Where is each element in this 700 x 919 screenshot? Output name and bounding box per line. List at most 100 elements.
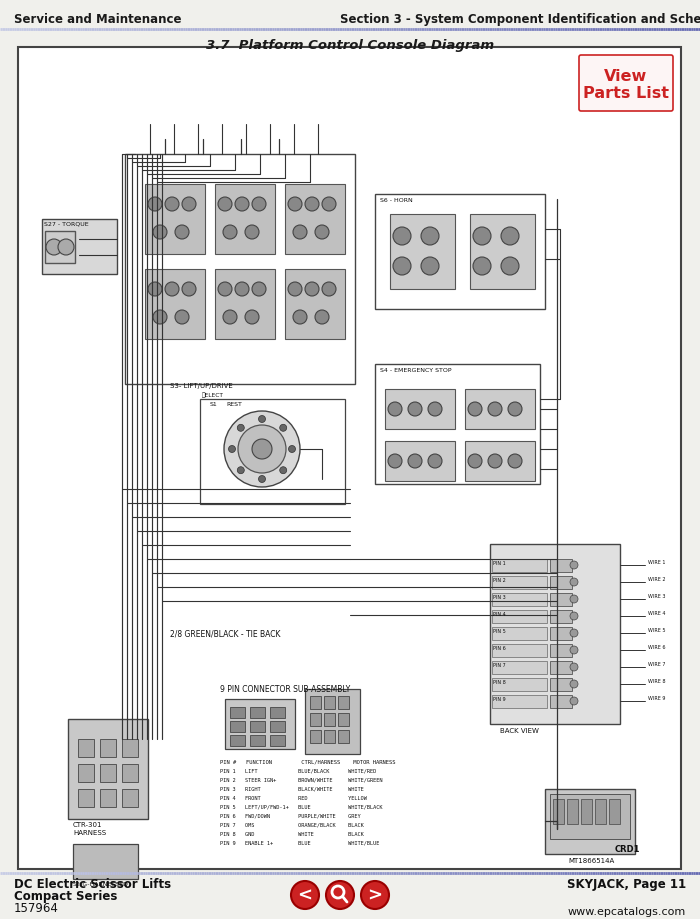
Bar — [492, 696, 547, 709]
Text: 9 PIN CONNECTOR SUB-ASSEMBLY: 9 PIN CONNECTOR SUB-ASSEMBLY — [220, 685, 350, 693]
Bar — [78, 739, 94, 757]
Circle shape — [288, 446, 295, 453]
Bar — [550, 644, 572, 657]
Bar — [68, 720, 148, 819]
Circle shape — [175, 311, 189, 324]
Bar — [338, 731, 349, 743]
Bar — [385, 390, 455, 429]
Circle shape — [508, 455, 522, 469]
Circle shape — [428, 403, 442, 416]
Bar — [492, 594, 547, 607]
Circle shape — [473, 257, 491, 276]
Bar — [145, 185, 205, 255]
Bar — [100, 789, 116, 807]
Text: ⓇELECT: ⓇELECT — [202, 391, 224, 397]
Bar — [375, 365, 540, 484]
Text: Section 3 - System Component Identification and Schematics: Section 3 - System Component Identificat… — [340, 13, 700, 26]
Text: >: > — [368, 886, 382, 904]
Bar — [324, 731, 335, 743]
Text: WIRE 6: WIRE 6 — [648, 644, 666, 650]
Circle shape — [393, 257, 411, 276]
Text: WIRE 1: WIRE 1 — [648, 560, 666, 564]
Text: REST: REST — [226, 402, 242, 406]
Bar — [490, 544, 620, 724]
Circle shape — [508, 403, 522, 416]
Bar — [581, 800, 592, 824]
Text: View
Parts List: View Parts List — [583, 69, 669, 101]
Bar — [18, 48, 681, 869]
Circle shape — [473, 228, 491, 245]
Circle shape — [488, 403, 502, 416]
Circle shape — [224, 412, 300, 487]
Text: WIRE 7: WIRE 7 — [648, 662, 666, 666]
Circle shape — [252, 283, 266, 297]
Bar — [550, 696, 572, 709]
Circle shape — [280, 467, 287, 474]
Circle shape — [322, 283, 336, 297]
Bar — [145, 269, 205, 340]
Bar — [78, 765, 94, 782]
Circle shape — [570, 630, 578, 637]
Circle shape — [570, 664, 578, 671]
Bar — [324, 697, 335, 709]
Bar — [100, 739, 116, 757]
Text: PIN 3   RIGHT            BLACK/WHITE     WHITE: PIN 3 RIGHT BLACK/WHITE WHITE — [220, 786, 364, 791]
Circle shape — [58, 240, 74, 255]
Text: WIRE 3: WIRE 3 — [648, 594, 666, 598]
Text: www.epcatalogs.com: www.epcatalogs.com — [568, 906, 686, 916]
Text: S6 - HORN: S6 - HORN — [380, 198, 413, 203]
Circle shape — [218, 283, 232, 297]
Circle shape — [570, 562, 578, 570]
Bar — [550, 610, 572, 623]
Circle shape — [488, 455, 502, 469]
Text: PIN 2: PIN 2 — [493, 577, 505, 583]
Bar — [375, 195, 545, 310]
Bar — [465, 390, 535, 429]
Text: CRD1: CRD1 — [615, 844, 640, 853]
Bar — [285, 185, 345, 255]
Circle shape — [501, 228, 519, 245]
Text: PIN 3: PIN 3 — [493, 595, 505, 599]
Circle shape — [408, 403, 422, 416]
Bar — [492, 678, 547, 691]
Circle shape — [237, 467, 244, 474]
Bar — [470, 215, 535, 289]
Bar — [305, 689, 360, 754]
Bar — [465, 441, 535, 482]
Text: CTR-301: CTR-301 — [73, 821, 102, 827]
Text: PIN 6   FWD/DOWN         PURPLE/WHITE    GREY: PIN 6 FWD/DOWN PURPLE/WHITE GREY — [220, 813, 360, 818]
Circle shape — [293, 226, 307, 240]
Bar — [78, 789, 94, 807]
Circle shape — [46, 240, 62, 255]
Circle shape — [570, 680, 578, 688]
Bar — [230, 735, 245, 746]
Circle shape — [393, 228, 411, 245]
Bar — [250, 735, 265, 746]
Bar — [225, 699, 295, 749]
Circle shape — [148, 283, 162, 297]
Text: PIN 7   OMS              ORANGE/BLACK    BLACK: PIN 7 OMS ORANGE/BLACK BLACK — [220, 823, 364, 827]
Text: PIN 1   LIFT             BLUE/BLACK      WHITE/RED: PIN 1 LIFT BLUE/BLACK WHITE/RED — [220, 768, 377, 773]
Bar — [230, 708, 245, 719]
Circle shape — [252, 198, 266, 211]
Text: PIN 4: PIN 4 — [493, 611, 505, 617]
Circle shape — [153, 311, 167, 324]
Text: 157964: 157964 — [14, 901, 59, 914]
Bar — [385, 441, 455, 482]
Text: Compact Series: Compact Series — [14, 889, 118, 902]
Circle shape — [235, 198, 249, 211]
Text: WIRE 4: WIRE 4 — [648, 610, 666, 616]
Text: PIN 9   ENABLE 1+        BLUE            WHITE/BLUE: PIN 9 ENABLE 1+ BLUE WHITE/BLUE — [220, 840, 379, 845]
Text: PIN 1: PIN 1 — [493, 561, 505, 565]
Bar — [595, 800, 606, 824]
Circle shape — [408, 455, 422, 469]
Circle shape — [388, 403, 402, 416]
Bar — [609, 800, 620, 824]
Bar — [270, 721, 285, 732]
Text: PIN 9: PIN 9 — [493, 697, 505, 701]
Circle shape — [228, 446, 235, 453]
Circle shape — [468, 403, 482, 416]
Bar — [310, 697, 321, 709]
Bar — [73, 844, 138, 879]
Circle shape — [361, 881, 389, 909]
